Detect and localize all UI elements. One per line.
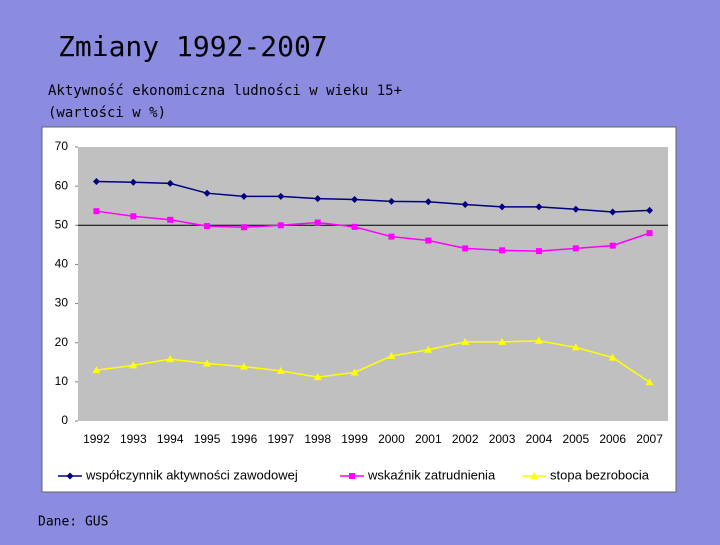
marker xyxy=(530,472,538,479)
marker xyxy=(167,216,174,223)
marker xyxy=(240,192,248,200)
marker xyxy=(130,213,137,220)
marker xyxy=(387,352,396,360)
marker xyxy=(646,206,654,214)
marker xyxy=(572,205,580,213)
marker xyxy=(609,208,617,216)
marker xyxy=(129,361,138,369)
marker xyxy=(203,359,212,367)
legend-label: wskaźnik zatrudnienia xyxy=(367,467,496,482)
slide-title: Zmiany 1992-2007 xyxy=(58,30,328,63)
marker xyxy=(277,222,284,229)
marker xyxy=(92,366,101,374)
marker xyxy=(350,368,359,376)
marker xyxy=(425,237,432,244)
y-tick-label: 40 xyxy=(55,257,69,271)
marker xyxy=(461,201,469,209)
x-tick-label: 2004 xyxy=(526,432,553,446)
marker xyxy=(461,337,470,345)
marker xyxy=(351,223,358,230)
plot-area xyxy=(78,147,668,421)
y-tick-label: 50 xyxy=(55,217,69,231)
marker xyxy=(314,219,321,226)
marker xyxy=(499,247,506,254)
marker xyxy=(276,366,285,374)
x-tick-label: 2005 xyxy=(562,432,589,446)
marker xyxy=(204,223,211,230)
y-tick-label: 30 xyxy=(55,296,69,310)
source-note: Dane: GUS xyxy=(38,515,108,530)
x-tick-label: 1996 xyxy=(231,432,258,446)
x-tick-label: 1994 xyxy=(157,432,184,446)
marker xyxy=(424,345,433,353)
marker xyxy=(609,242,616,249)
marker xyxy=(351,195,359,203)
marker xyxy=(203,189,211,197)
marker xyxy=(646,230,653,237)
marker xyxy=(498,337,507,345)
series-line xyxy=(96,210,650,252)
y-tick-label: 70 xyxy=(55,139,69,153)
marker xyxy=(535,248,542,255)
x-tick-label: 2002 xyxy=(452,432,479,446)
x-tick-label: 1998 xyxy=(304,432,331,446)
series-line xyxy=(96,180,650,213)
marker xyxy=(166,355,175,363)
marker xyxy=(240,224,247,231)
legend-label: stopa bezrobocia xyxy=(550,467,650,482)
subtitle: (wartości w %) xyxy=(48,105,166,121)
x-tick-label: 1992 xyxy=(83,432,110,446)
x-tick-label: 2001 xyxy=(415,432,442,446)
series-line xyxy=(96,340,650,383)
marker xyxy=(277,192,285,200)
marker xyxy=(92,177,100,185)
x-tick-label: 2000 xyxy=(378,432,405,446)
marker xyxy=(166,179,174,187)
marker xyxy=(498,203,506,211)
marker xyxy=(534,336,543,344)
marker xyxy=(572,245,579,252)
marker xyxy=(462,245,469,252)
y-tick-label: 60 xyxy=(55,178,69,192)
marker xyxy=(239,362,248,370)
y-tick-label: 20 xyxy=(55,335,69,349)
x-tick-label: 1997 xyxy=(267,432,294,446)
marker xyxy=(388,233,395,240)
x-tick-label: 2003 xyxy=(489,432,516,446)
marker xyxy=(66,472,74,480)
marker xyxy=(129,178,137,186)
subtitle: Aktywność ekonomiczna ludności w wieku 1… xyxy=(48,83,402,99)
marker xyxy=(424,198,432,206)
marker xyxy=(535,203,543,211)
x-tick-label: 1999 xyxy=(341,432,368,446)
marker xyxy=(314,195,322,203)
marker xyxy=(313,373,322,381)
marker xyxy=(387,197,395,205)
x-tick-label: 1993 xyxy=(120,432,147,446)
marker xyxy=(349,473,355,479)
marker xyxy=(571,343,580,351)
y-tick-label: 10 xyxy=(55,374,69,388)
marker xyxy=(608,353,617,361)
marker xyxy=(93,208,100,215)
x-tick-label: 2007 xyxy=(636,432,663,446)
marker xyxy=(645,378,654,386)
y-tick-label: 0 xyxy=(61,413,68,427)
x-tick-label: 2006 xyxy=(599,432,626,446)
legend-label: współczynnik aktywności zawodowej xyxy=(85,467,298,482)
x-tick-label: 1995 xyxy=(194,432,221,446)
